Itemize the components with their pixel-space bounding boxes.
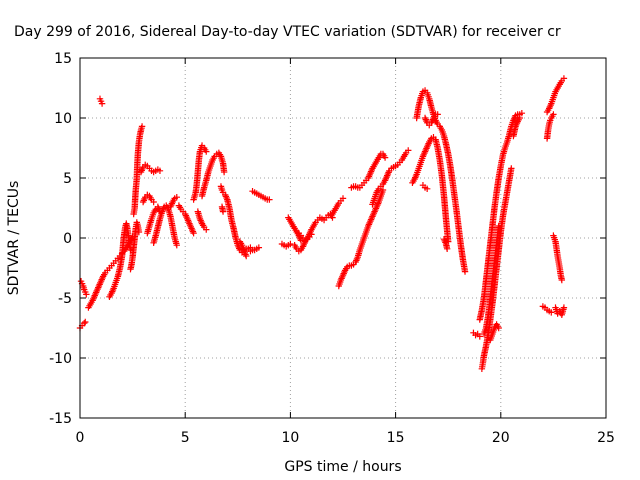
data-point [223, 194, 230, 202]
data-point [423, 185, 431, 192]
data-point [83, 291, 90, 298]
data-point [203, 226, 210, 233]
data-point [422, 116, 429, 123]
y-tick-label: 0 [63, 231, 72, 247]
data-point [220, 168, 228, 176]
data-point [156, 167, 164, 174]
data-point [266, 196, 273, 203]
x-tick-label: 25 [597, 430, 615, 446]
y-tick-label: -5 [58, 291, 72, 307]
data-point [287, 240, 294, 248]
data-point [98, 100, 106, 107]
data-point [339, 195, 347, 202]
data-point [443, 245, 451, 252]
axis-ticks: 0 5 10 15 20 25 -15 -10 -5 0 5 10 15 [49, 51, 615, 446]
grid-lines [80, 58, 606, 418]
data-point [560, 75, 568, 82]
x-tick-label: 0 [76, 430, 85, 446]
data-point [516, 114, 523, 122]
data-point [173, 194, 180, 201]
data-point [243, 252, 250, 260]
data-point [82, 318, 89, 326]
chart-title: Day 299 of 2016, Sidereal Day-to-day VTE… [14, 24, 561, 40]
data-point [508, 165, 515, 172]
data-point [81, 320, 88, 327]
x-tick-label: 20 [492, 430, 510, 446]
data-points [76, 75, 568, 372]
y-axis-label: SDTVAR / TECUs [6, 181, 22, 296]
y-tick-label: -10 [49, 351, 72, 367]
y-tick-label: 5 [63, 171, 72, 187]
data-point [203, 148, 210, 155]
data-point [518, 110, 526, 117]
x-axis-label: GPS time / hours [284, 459, 401, 475]
data-point [255, 244, 263, 251]
data-point [550, 111, 557, 118]
data-point [190, 230, 197, 237]
y-tick-label: -15 [49, 411, 72, 427]
data-point [560, 304, 568, 311]
data-point [548, 309, 555, 316]
data-point [476, 333, 483, 340]
data-point [461, 268, 469, 275]
data-point [495, 324, 502, 332]
data-point [135, 228, 143, 236]
data-point [140, 197, 148, 204]
y-tick-label: 10 [54, 111, 72, 127]
data-point [495, 222, 502, 230]
data-point [381, 154, 389, 161]
data-point [308, 231, 315, 238]
data-point [219, 208, 227, 215]
plot-frame [79, 57, 607, 419]
data-point [558, 276, 566, 284]
x-tick-label: 15 [387, 430, 405, 446]
y-tick-label: 15 [54, 51, 72, 67]
data-point [173, 242, 180, 249]
data-point [150, 198, 157, 206]
data-point [434, 111, 441, 118]
x-tick-label: 5 [181, 430, 190, 446]
data-point [138, 123, 146, 130]
x-tick-label: 10 [281, 430, 299, 446]
data-point [405, 147, 412, 154]
